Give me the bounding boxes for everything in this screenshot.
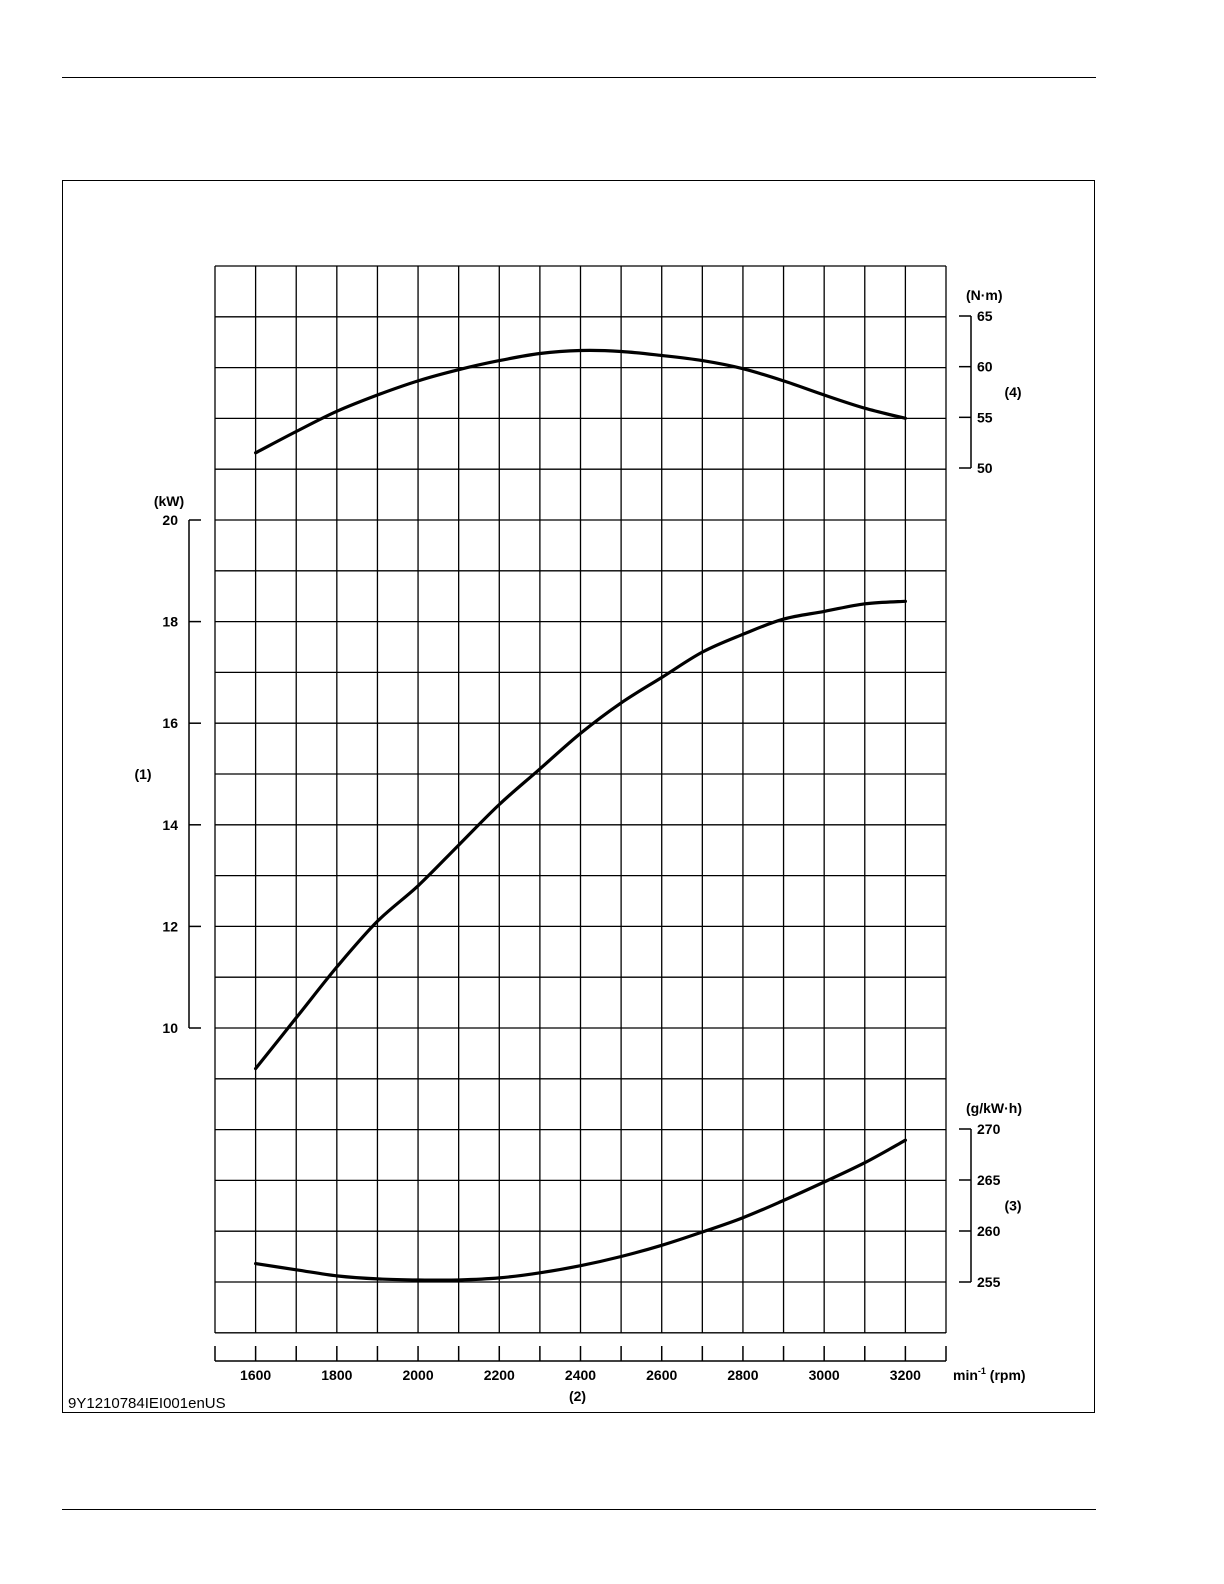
fuel-tick-label: 265 xyxy=(977,1172,1001,1188)
power-tick-label: 18 xyxy=(162,614,178,630)
torque-axis-unit: (N·m) xyxy=(966,287,1003,303)
fuel-tick-label: 255 xyxy=(977,1274,1001,1290)
x-tick-label: 2600 xyxy=(646,1367,677,1383)
power-tick-label: 16 xyxy=(162,715,178,731)
chart-frame: 1600 1800 2000 2200 2400 2600 2800 3000 3200 (2) m… xyxy=(62,180,1095,1413)
x-axis-marker: (2) xyxy=(569,1388,586,1404)
power-tick-label: 20 xyxy=(162,512,178,528)
power-tick-label: 12 xyxy=(162,918,178,934)
x-axis-unit: min-1 (rpm) xyxy=(953,1366,1026,1383)
x-tick-label: 1800 xyxy=(321,1367,352,1383)
header-rule xyxy=(62,77,1096,78)
power-tick-label: 10 xyxy=(162,1020,178,1036)
torque-tick-label: 50 xyxy=(977,460,993,476)
fuel-axis-marker: (3) xyxy=(1004,1198,1021,1214)
figure-id: 9Y1210784IEI001enUS xyxy=(68,1395,226,1412)
fuel-tick-label: 260 xyxy=(977,1223,1001,1239)
power-axis-unit: (kW) xyxy=(154,493,184,509)
x-tick-label: 1600 xyxy=(240,1367,271,1383)
torque-tick-label: 60 xyxy=(977,359,993,375)
x-tick-label: 2200 xyxy=(484,1367,515,1383)
x-unit-exponent: -1 xyxy=(978,1366,986,1376)
x-tick-label: 2000 xyxy=(402,1367,433,1383)
torque-tick-label: 55 xyxy=(977,409,993,425)
torque-curve xyxy=(254,348,907,455)
chart-grid xyxy=(214,265,947,1334)
fuel-tick-label: 270 xyxy=(977,1121,1001,1137)
x-tick-label: 2400 xyxy=(565,1367,596,1383)
performance-chart: 1600 1800 2000 2200 2400 2600 2800 3000 3200 (2) m… xyxy=(134,265,1026,1404)
x-unit-base: min xyxy=(953,1367,978,1383)
footer-rule xyxy=(62,1509,1096,1510)
power-curve xyxy=(254,599,907,1071)
fuel-curve xyxy=(254,1138,907,1282)
x-unit-suffix: (rpm) xyxy=(986,1367,1026,1383)
x-tick-label: 3000 xyxy=(809,1367,840,1383)
torque-axis-marker: (4) xyxy=(1004,384,1021,400)
torque-tick-label: 65 xyxy=(977,308,993,324)
power-axis-marker: (1) xyxy=(134,766,151,782)
power-tick-label: 14 xyxy=(162,817,178,833)
x-tick-label: 2800 xyxy=(727,1367,758,1383)
x-tick-label: 3200 xyxy=(890,1367,921,1383)
fuel-axis-unit: (g/kW·h) xyxy=(966,1100,1022,1116)
